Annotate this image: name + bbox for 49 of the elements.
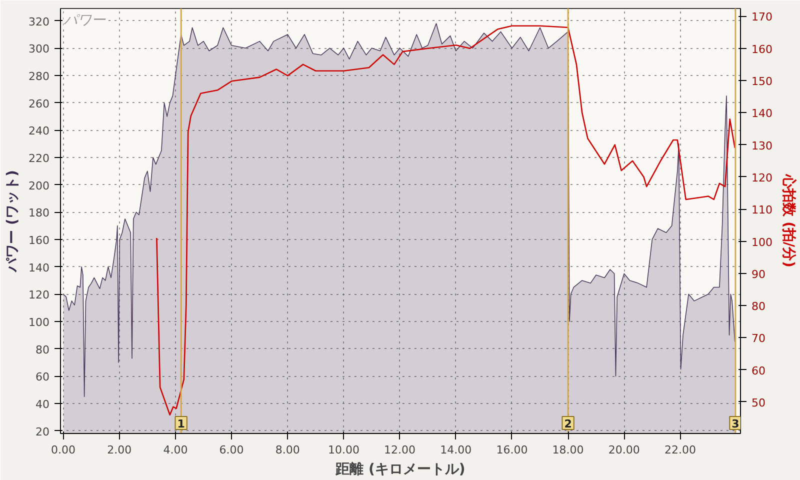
y-tick-label: 20 (36, 425, 50, 438)
x-tick-label: 20.00 (608, 444, 640, 456)
y-tick-label: 140 (28, 261, 50, 274)
y2-tick-label: 70 (752, 332, 766, 346)
y-tick-label: 260 (28, 97, 50, 110)
y-tick-label: 160 (28, 234, 50, 247)
y-tick-label: 180 (28, 206, 50, 220)
y-tick-label: 40 (36, 398, 50, 411)
x-tick-label: 10.00 (328, 444, 360, 456)
y-tick-label: 80 (36, 343, 50, 356)
y2-tick-label: 120 (752, 171, 772, 184)
x-tick-label: 22.00 (664, 444, 696, 456)
y-tick-label: 100 (28, 316, 50, 329)
y2-tick-label: 160 (752, 42, 772, 56)
annotation: 1 (177, 418, 185, 430)
annotation: 3 (732, 418, 740, 430)
y2-tick-label: 150 (752, 75, 772, 88)
x-tick-label: 14.00 (440, 444, 472, 456)
y-tick-label: 320 (28, 15, 50, 28)
x-tick-label: 12.00 (384, 444, 416, 456)
y2-tick-label: 90 (752, 268, 766, 281)
y2-tick-label: 110 (752, 204, 772, 217)
y2-tick-label: 140 (752, 107, 772, 120)
x-tick-label: 6.00 (219, 444, 244, 456)
y-tick-label: 240 (28, 124, 50, 138)
x-tick-label: 0.00 (51, 444, 76, 456)
x-axis-title: 距離 (キロメートル) (334, 462, 466, 478)
x-tick-label: 18.00 (552, 444, 584, 456)
chart-title: パワー (64, 12, 106, 28)
annotation: 2 (564, 418, 572, 430)
line-series (156, 25, 736, 416)
y-tick-label: 60 (36, 370, 50, 384)
y-tick-label: 200 (28, 179, 50, 192)
y-tick-label: 280 (28, 70, 50, 83)
y2-axis-title: 心拍数 (拍/分) (780, 174, 798, 268)
x-tick-label: 4.00 (163, 444, 188, 456)
y-tick-label: 120 (28, 288, 50, 302)
x-tick-label: 16.00 (496, 444, 528, 456)
y2-tick-label: 100 (752, 236, 772, 249)
y2-tick-label: 60 (752, 364, 766, 378)
y-axis-title: パワー (ワット) (4, 170, 21, 273)
y2-tick-label: 50 (752, 396, 766, 410)
x-tick-label: 2.00 (107, 444, 132, 456)
x-tick-label: 8.00 (275, 444, 300, 456)
y2-tick-label: 130 (752, 139, 772, 152)
y2-tick-label: 170 (752, 10, 772, 24)
y-tick-label: 220 (28, 152, 50, 165)
y2-tick-label: 80 (752, 300, 766, 314)
y-tick-label: 300 (28, 42, 50, 56)
